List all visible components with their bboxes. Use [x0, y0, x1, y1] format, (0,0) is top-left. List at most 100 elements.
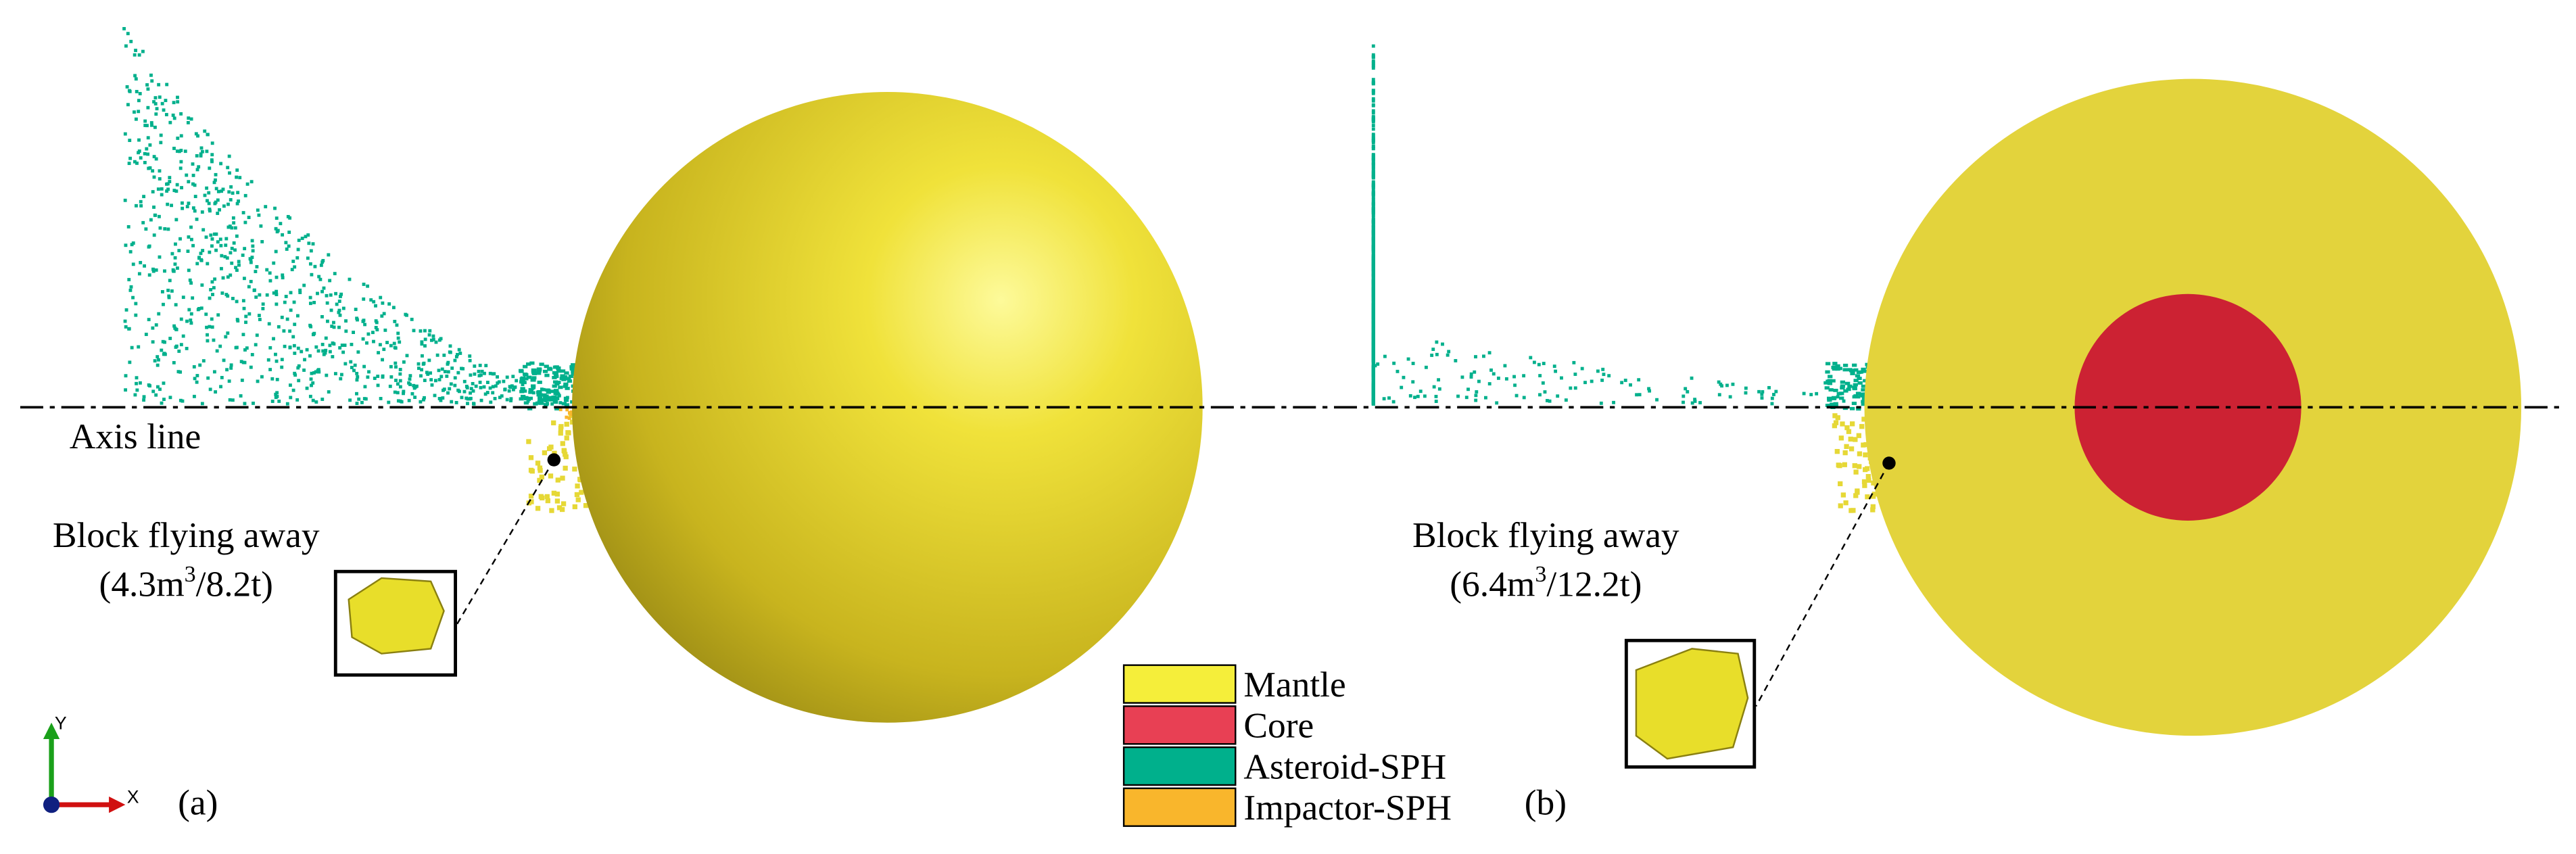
particle	[191, 296, 195, 300]
particle	[1466, 387, 1470, 392]
particle	[376, 375, 380, 378]
particle	[328, 350, 332, 354]
particle	[273, 206, 277, 210]
particle	[559, 377, 565, 381]
particle	[1690, 401, 1694, 405]
particle	[479, 398, 483, 402]
particle	[219, 162, 223, 166]
particle	[1371, 195, 1375, 199]
particle	[376, 383, 380, 387]
particle	[150, 123, 153, 127]
particle	[1371, 320, 1375, 324]
particle	[536, 369, 542, 373]
particle	[1859, 392, 1864, 396]
particle	[439, 375, 444, 379]
particle	[208, 250, 212, 254]
particle	[216, 313, 220, 317]
particle	[230, 226, 234, 230]
particle	[252, 289, 256, 292]
particle	[296, 346, 300, 350]
particle	[1802, 392, 1806, 396]
particle	[212, 370, 216, 374]
particle	[1371, 279, 1375, 283]
particle	[137, 99, 141, 103]
particle	[297, 238, 301, 242]
particle	[249, 279, 253, 283]
particle	[214, 178, 217, 182]
particle	[393, 346, 398, 350]
particle	[218, 237, 222, 241]
particle	[235, 168, 239, 172]
particle	[143, 119, 147, 123]
particle	[206, 199, 209, 203]
particle	[1844, 444, 1849, 450]
particle	[473, 364, 477, 368]
particle	[1391, 400, 1396, 404]
particle	[210, 141, 214, 145]
particle	[296, 247, 300, 252]
particle	[550, 402, 554, 406]
particle	[1492, 372, 1496, 376]
particle	[443, 370, 447, 374]
particle	[1371, 80, 1375, 85]
particle	[128, 360, 132, 364]
particle	[1474, 355, 1477, 359]
particle	[302, 369, 306, 372]
particle	[1371, 136, 1375, 140]
particle	[181, 201, 184, 205]
particle	[554, 396, 559, 400]
particle	[158, 387, 162, 392]
particle	[206, 333, 209, 337]
particle	[540, 495, 545, 501]
particle	[393, 319, 397, 323]
particle	[416, 366, 421, 371]
particle	[1623, 379, 1627, 382]
particle	[1837, 366, 1842, 371]
particle	[275, 302, 279, 306]
particle	[1832, 423, 1838, 429]
particle	[222, 358, 226, 362]
particle	[1371, 127, 1375, 131]
particle	[572, 504, 577, 510]
triad-x: X	[127, 787, 139, 807]
particle	[125, 85, 129, 89]
particle	[316, 291, 319, 295]
particle	[1371, 190, 1375, 193]
particle	[529, 499, 534, 504]
particle	[1861, 384, 1867, 388]
particle	[172, 269, 176, 273]
particle	[1831, 366, 1836, 369]
particle	[212, 232, 216, 236]
particle	[227, 190, 231, 194]
particle	[162, 302, 165, 306]
particle	[122, 26, 126, 30]
particle	[287, 244, 291, 248]
particle	[1424, 365, 1428, 369]
particle	[381, 358, 384, 362]
particle	[379, 397, 383, 400]
particle	[229, 273, 233, 277]
particle	[257, 314, 261, 317]
particle	[446, 370, 450, 374]
particle	[195, 168, 199, 172]
particle	[1842, 450, 1848, 456]
particle	[260, 375, 264, 379]
particle	[488, 371, 492, 375]
particle	[308, 354, 312, 358]
particle	[199, 152, 203, 156]
particle	[1827, 381, 1833, 385]
particle	[1719, 382, 1723, 386]
particle	[1620, 381, 1624, 385]
particle	[569, 367, 575, 371]
particle	[536, 393, 542, 397]
particle	[328, 279, 332, 283]
particle	[450, 366, 454, 370]
particle	[189, 225, 193, 229]
particle	[405, 313, 408, 317]
particle	[203, 193, 207, 197]
particle	[372, 300, 376, 304]
particle	[162, 381, 166, 385]
particle	[1382, 397, 1386, 401]
particle	[205, 186, 209, 190]
